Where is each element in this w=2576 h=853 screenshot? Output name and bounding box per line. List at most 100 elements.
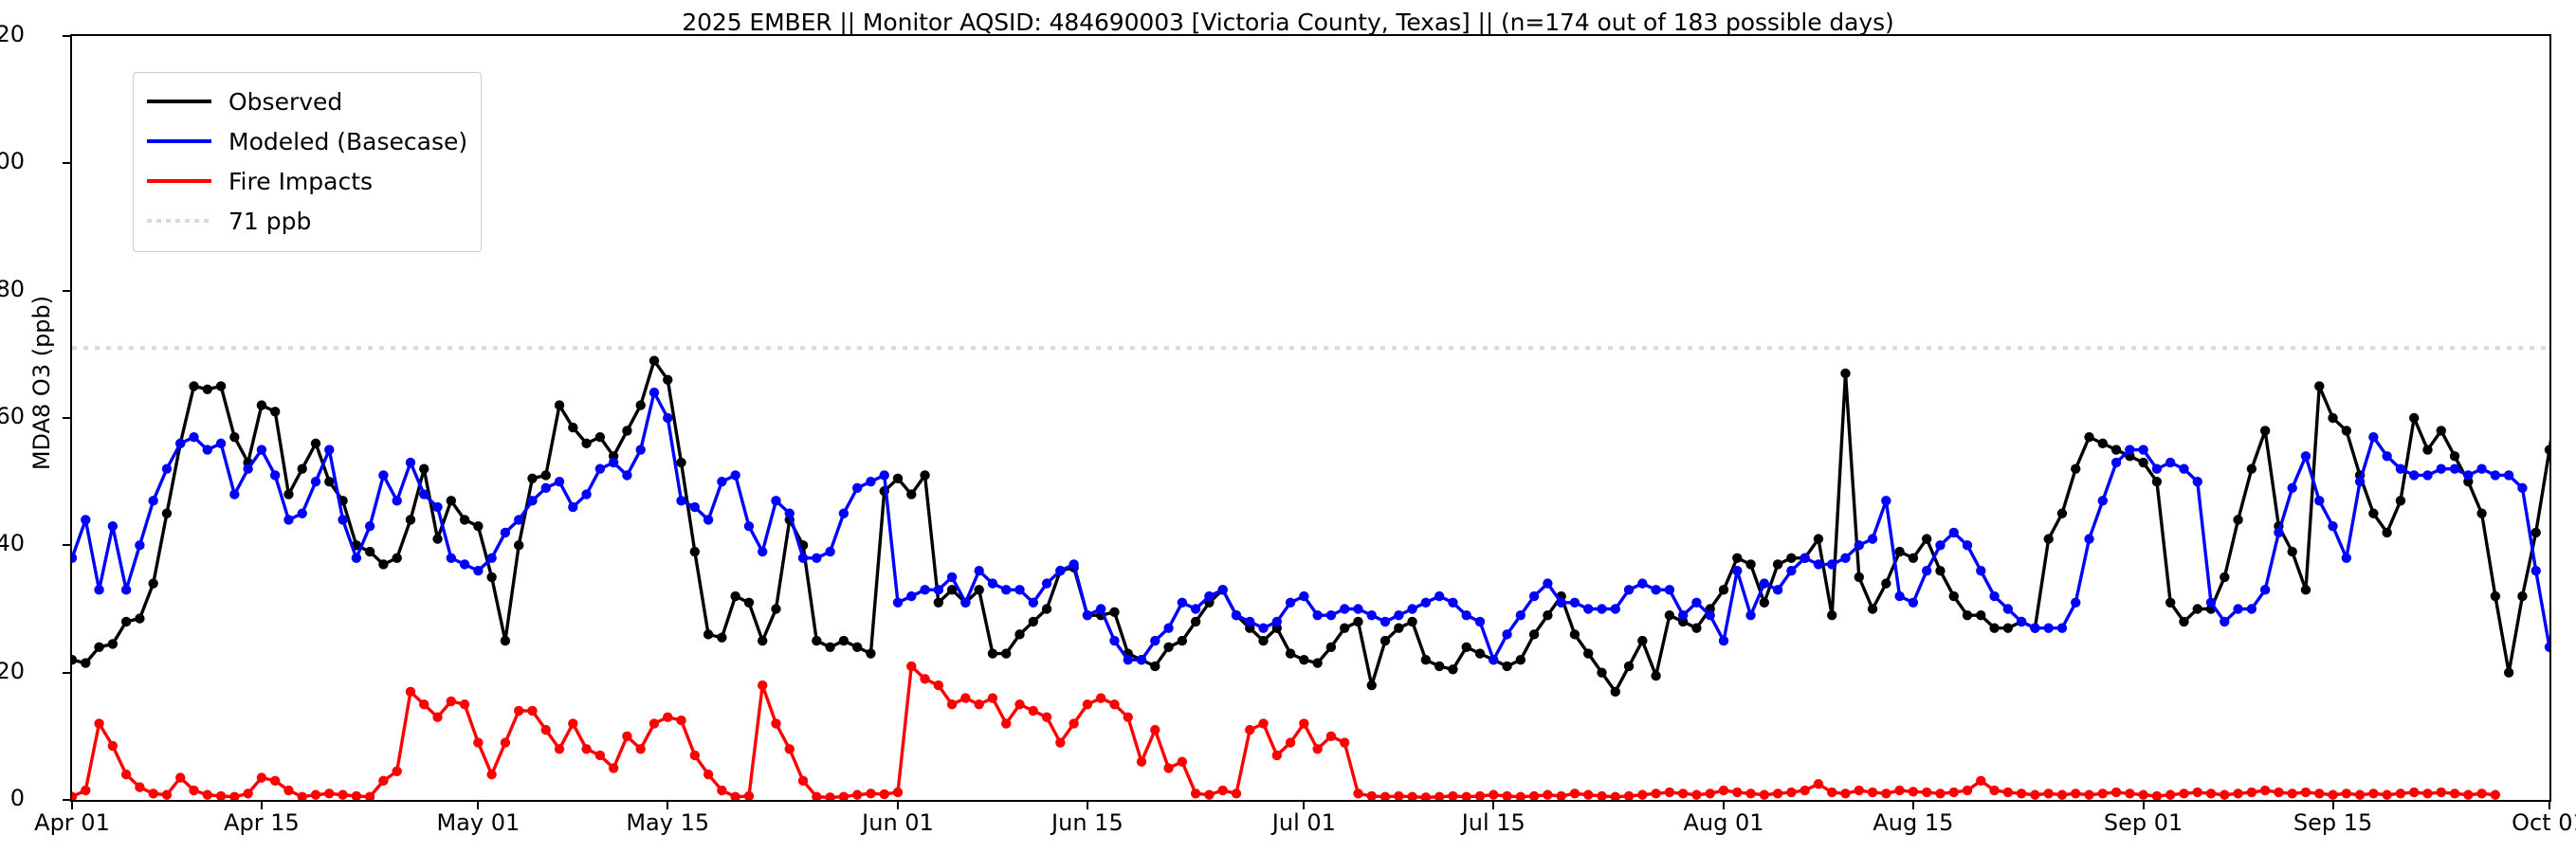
data-point	[622, 731, 632, 742]
data-point	[974, 585, 984, 595]
data-point	[540, 482, 551, 494]
data-point	[2463, 789, 2474, 800]
data-point	[148, 578, 158, 589]
data-point	[392, 496, 402, 506]
data-point	[2151, 463, 2163, 474]
data-point	[338, 789, 348, 800]
data-point	[1082, 610, 1093, 621]
legend-item-fire-impacts[interactable]: Fire Impacts	[147, 161, 467, 201]
data-point	[2259, 585, 2271, 595]
data-point	[202, 445, 212, 455]
data-point	[364, 791, 375, 800]
data-point	[1745, 789, 1756, 799]
data-point	[987, 693, 998, 703]
data-point	[2179, 463, 2189, 474]
data-point	[1515, 791, 1526, 800]
data-point	[1028, 597, 1038, 608]
data-point	[1014, 699, 1025, 710]
data-point	[663, 712, 673, 722]
data-point	[1312, 744, 1323, 754]
data-point	[743, 790, 755, 800]
data-point	[594, 463, 606, 474]
legend-item-observed[interactable]: Observed	[147, 82, 467, 121]
data-point	[1285, 597, 1296, 608]
data-point	[2409, 787, 2420, 798]
data-point	[2544, 642, 2549, 652]
data-point	[2138, 457, 2148, 468]
y-tick-label: 100	[0, 148, 25, 175]
data-point	[797, 775, 809, 787]
data-point	[2354, 789, 2366, 800]
data-point	[2165, 457, 2176, 468]
data-point	[2490, 789, 2501, 800]
data-point	[2205, 597, 2217, 608]
data-point	[2192, 476, 2202, 487]
data-point	[1813, 534, 1824, 544]
data-point	[1339, 623, 1350, 633]
data-point	[229, 431, 240, 443]
data-point	[297, 791, 307, 800]
data-point	[378, 775, 389, 787]
data-point	[148, 789, 158, 799]
data-point	[2490, 590, 2501, 602]
data-point	[486, 572, 497, 583]
data-point	[1881, 496, 1891, 506]
data-point	[1055, 737, 1066, 748]
data-point	[2110, 787, 2122, 798]
legend-item-threshold[interactable]: 71 ppb	[147, 201, 467, 241]
data-point	[758, 546, 768, 557]
data-point	[1177, 597, 1188, 608]
data-point	[175, 772, 186, 783]
data-point	[2409, 412, 2420, 424]
data-point	[906, 590, 917, 602]
data-point	[1691, 789, 1702, 800]
series-line	[72, 664, 2497, 800]
data-point	[1123, 655, 1133, 665]
legend-line-swatch-observed	[147, 91, 211, 112]
data-point	[1041, 712, 1052, 722]
data-point	[2233, 789, 2243, 799]
data-point	[2449, 463, 2460, 474]
data-point	[2002, 623, 2014, 633]
data-point	[2300, 585, 2311, 595]
data-point	[2179, 616, 2189, 627]
data-point	[1001, 648, 1012, 659]
data-point	[189, 381, 199, 391]
data-point	[1258, 718, 1269, 729]
data-point	[1948, 527, 1959, 538]
data-point	[2084, 789, 2094, 800]
data-point	[2071, 597, 2081, 608]
data-point	[2436, 426, 2446, 436]
x-tick-label: Sep 15	[2293, 809, 2373, 836]
data-point	[310, 476, 321, 487]
data-point	[1434, 791, 1445, 800]
data-point	[554, 476, 565, 487]
data-point	[906, 661, 917, 672]
data-point	[2287, 482, 2297, 494]
data-point	[2368, 789, 2379, 799]
data-point	[324, 789, 335, 799]
data-point	[2409, 470, 2420, 481]
data-point	[594, 750, 606, 761]
data-point	[405, 457, 416, 468]
data-point	[2382, 451, 2392, 462]
data-point	[2314, 789, 2325, 799]
data-point	[1677, 789, 1689, 799]
data-point	[2030, 789, 2040, 800]
data-point	[283, 489, 294, 499]
x-tick-label: Aug 15	[1873, 809, 1954, 836]
data-point	[2476, 789, 2487, 799]
data-point	[351, 790, 362, 800]
data-point	[1759, 789, 1770, 800]
data-point	[72, 791, 78, 800]
x-tick-mark	[1723, 801, 1725, 809]
data-point	[1461, 610, 1471, 621]
x-tick-label: Apr 15	[224, 809, 300, 836]
legend-item-modeled[interactable]: Modeled (Basecase)	[147, 121, 467, 161]
data-point	[1854, 540, 1864, 551]
data-point	[1502, 790, 1512, 800]
data-point	[1474, 616, 1486, 627]
data-point	[513, 705, 524, 717]
data-point	[175, 438, 186, 449]
legend-label-fire-impacts: Fire Impacts	[228, 167, 374, 195]
